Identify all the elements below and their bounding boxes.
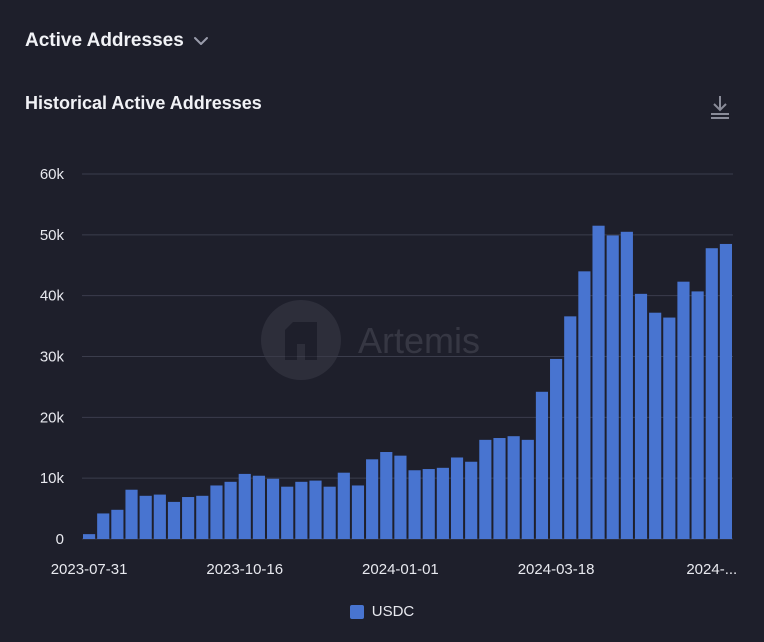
bar[interactable] bbox=[224, 481, 237, 539]
bar[interactable] bbox=[83, 534, 96, 539]
chart-title: Historical Active Addresses bbox=[25, 93, 262, 113]
y-tick-label: 40k bbox=[40, 288, 65, 305]
bar[interactable] bbox=[649, 312, 662, 539]
watermark-text: Artemis bbox=[358, 320, 480, 361]
x-tick-label: 2024-... bbox=[686, 561, 737, 578]
y-tick-label: 50k bbox=[40, 227, 65, 244]
bar[interactable] bbox=[295, 481, 308, 539]
bar[interactable] bbox=[196, 495, 209, 539]
bar[interactable] bbox=[493, 438, 506, 539]
y-tick-label: 60k bbox=[40, 166, 65, 183]
bar[interactable] bbox=[521, 439, 534, 539]
x-tick-label: 2024-03-18 bbox=[518, 561, 595, 578]
bar[interactable] bbox=[281, 486, 294, 539]
bar[interactable] bbox=[238, 473, 251, 539]
bar[interactable] bbox=[182, 497, 195, 539]
bar[interactable] bbox=[252, 475, 265, 539]
bar[interactable] bbox=[309, 480, 322, 539]
watermark: Artemis bbox=[261, 300, 480, 380]
metric-selector[interactable]: Active Addresses bbox=[25, 30, 210, 52]
legend[interactable]: USDC bbox=[0, 603, 764, 620]
bar[interactable] bbox=[366, 459, 379, 539]
bar[interactable] bbox=[465, 461, 478, 539]
bar[interactable] bbox=[422, 469, 435, 539]
bar[interactable] bbox=[634, 293, 648, 539]
legend-swatch bbox=[349, 604, 364, 619]
download-icon[interactable] bbox=[707, 93, 733, 121]
chevron-down-icon bbox=[193, 37, 208, 45]
y-tick-label: 0 bbox=[56, 531, 64, 548]
bar[interactable] bbox=[663, 317, 676, 539]
bar[interactable] bbox=[337, 472, 350, 539]
bar[interactable] bbox=[507, 436, 520, 539]
x-tick-label: 2023-10-16 bbox=[206, 561, 283, 578]
bar[interactable] bbox=[125, 489, 138, 539]
bar[interactable] bbox=[436, 467, 449, 539]
bar[interactable] bbox=[266, 478, 280, 539]
bar[interactable] bbox=[592, 225, 605, 539]
bar[interactable] bbox=[691, 291, 704, 539]
bars bbox=[83, 225, 732, 540]
y-tick-label: 10k bbox=[40, 470, 65, 487]
bar[interactable] bbox=[111, 509, 124, 539]
bar[interactable] bbox=[719, 243, 732, 539]
bar[interactable] bbox=[479, 439, 492, 539]
bar[interactable] bbox=[578, 271, 591, 539]
bar[interactable] bbox=[167, 501, 181, 539]
bar[interactable] bbox=[380, 452, 393, 539]
bar[interactable] bbox=[139, 495, 152, 539]
bar[interactable] bbox=[564, 316, 577, 539]
watermark-logo-mark bbox=[285, 322, 317, 360]
y-tick-label: 30k bbox=[40, 349, 65, 366]
bar[interactable] bbox=[705, 248, 718, 539]
legend-label: USDC bbox=[371, 603, 415, 620]
x-tick-label: 2024-01-01 bbox=[362, 561, 439, 578]
bar[interactable] bbox=[153, 494, 166, 539]
bar[interactable] bbox=[677, 281, 690, 539]
x-tick-label: 2023-07-31 bbox=[51, 561, 128, 578]
bar[interactable] bbox=[535, 391, 549, 539]
bar[interactable] bbox=[620, 231, 633, 539]
bar[interactable] bbox=[323, 486, 336, 539]
bar[interactable] bbox=[97, 513, 110, 539]
y-tick-label: 20k bbox=[40, 409, 65, 426]
metric-selector-label: Active Addresses bbox=[25, 30, 184, 51]
bar[interactable] bbox=[408, 470, 421, 539]
bar[interactable] bbox=[210, 485, 223, 539]
y-axis-labels: 0 10k 20k 30k 40k 50k 60k bbox=[40, 166, 65, 548]
bar[interactable] bbox=[394, 455, 407, 539]
bar[interactable] bbox=[606, 235, 619, 540]
bar[interactable] bbox=[450, 457, 464, 539]
bar[interactable] bbox=[550, 358, 563, 539]
bar[interactable] bbox=[351, 485, 365, 539]
x-axis-labels: 2023-07-31 2023-10-16 2024-01-01 2024-03-18… bbox=[51, 561, 738, 578]
